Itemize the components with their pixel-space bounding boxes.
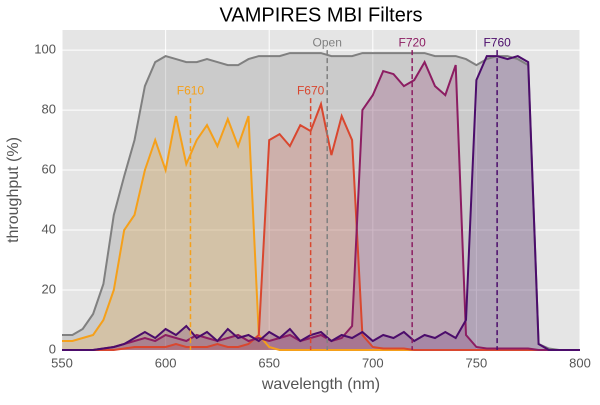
annotation-label: F670 [297,83,325,97]
x-tick-label: 550 [51,355,73,370]
annotation-label: F610 [177,83,205,97]
x-tick-label: 750 [466,355,488,370]
x-tick-label: 650 [258,355,280,370]
y-tick-label: 100 [34,42,56,57]
area [62,62,580,350]
y-tick-label: 20 [42,281,56,296]
x-tick-label: 600 [155,355,177,370]
plot-background [62,30,580,350]
area [62,53,580,350]
y-tick-label: 60 [42,161,56,176]
annotation-label: Open [313,35,342,49]
area [62,104,580,350]
x-tick-label: 700 [362,355,384,370]
y-axis-label: throughput (%) [5,137,22,243]
line [62,100,580,351]
x-axis-label: wavelength (nm) [261,376,380,393]
area [62,116,580,350]
x-tick-label: 800 [569,355,591,370]
y-tick-label: 80 [42,102,56,117]
line [62,55,580,351]
annotation-label: F760 [483,35,511,49]
y-tick-label: 40 [42,221,56,236]
line [62,59,580,351]
y-tick-label: 0 [49,341,56,356]
chart-title: VAMPIRES MBI Filters [220,4,423,26]
annotation-label: F720 [398,35,426,49]
